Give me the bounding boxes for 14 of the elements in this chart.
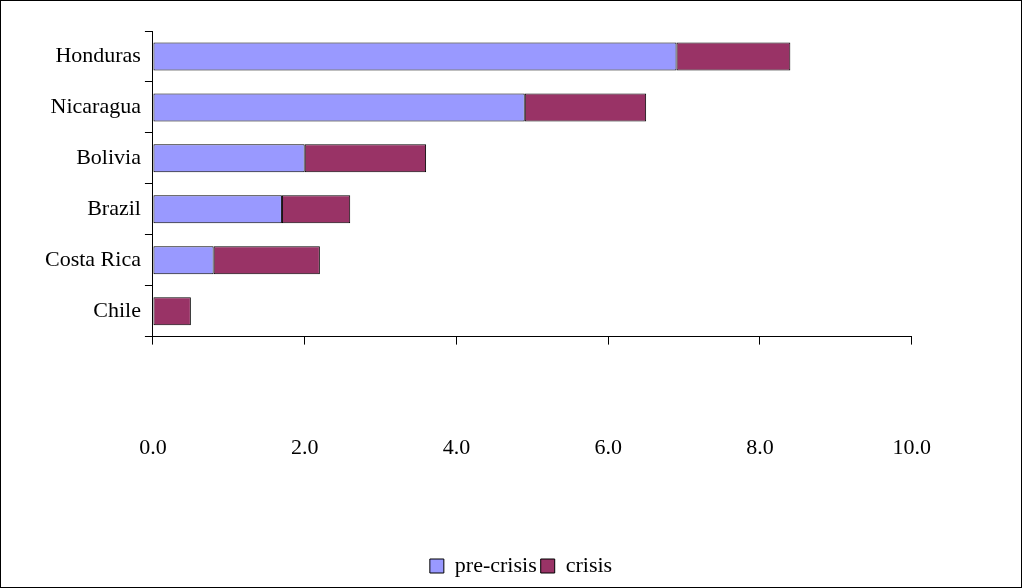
y-tick-label: Honduras bbox=[55, 42, 141, 68]
y-tick-label: Nicaragua bbox=[50, 93, 142, 119]
x-tick-label: 0.0 bbox=[139, 433, 167, 459]
x-tick-label: 2.0 bbox=[290, 433, 319, 459]
y-tick-label: Bolivia bbox=[76, 144, 142, 170]
x-tick-label: 6.0 bbox=[594, 433, 622, 459]
x-tick-label: 4.0 bbox=[442, 433, 471, 459]
y-tick-label: Costa Rica bbox=[44, 245, 142, 271]
legend-label: crisis bbox=[565, 551, 613, 577]
legend-label: pre-crisis bbox=[454, 551, 537, 577]
y-tick-label: Brazil bbox=[87, 195, 141, 221]
y-tick-label: Chile bbox=[93, 296, 141, 322]
x-tick-label: 10.0 bbox=[892, 433, 931, 459]
x-tick-label: 8.0 bbox=[746, 433, 774, 459]
